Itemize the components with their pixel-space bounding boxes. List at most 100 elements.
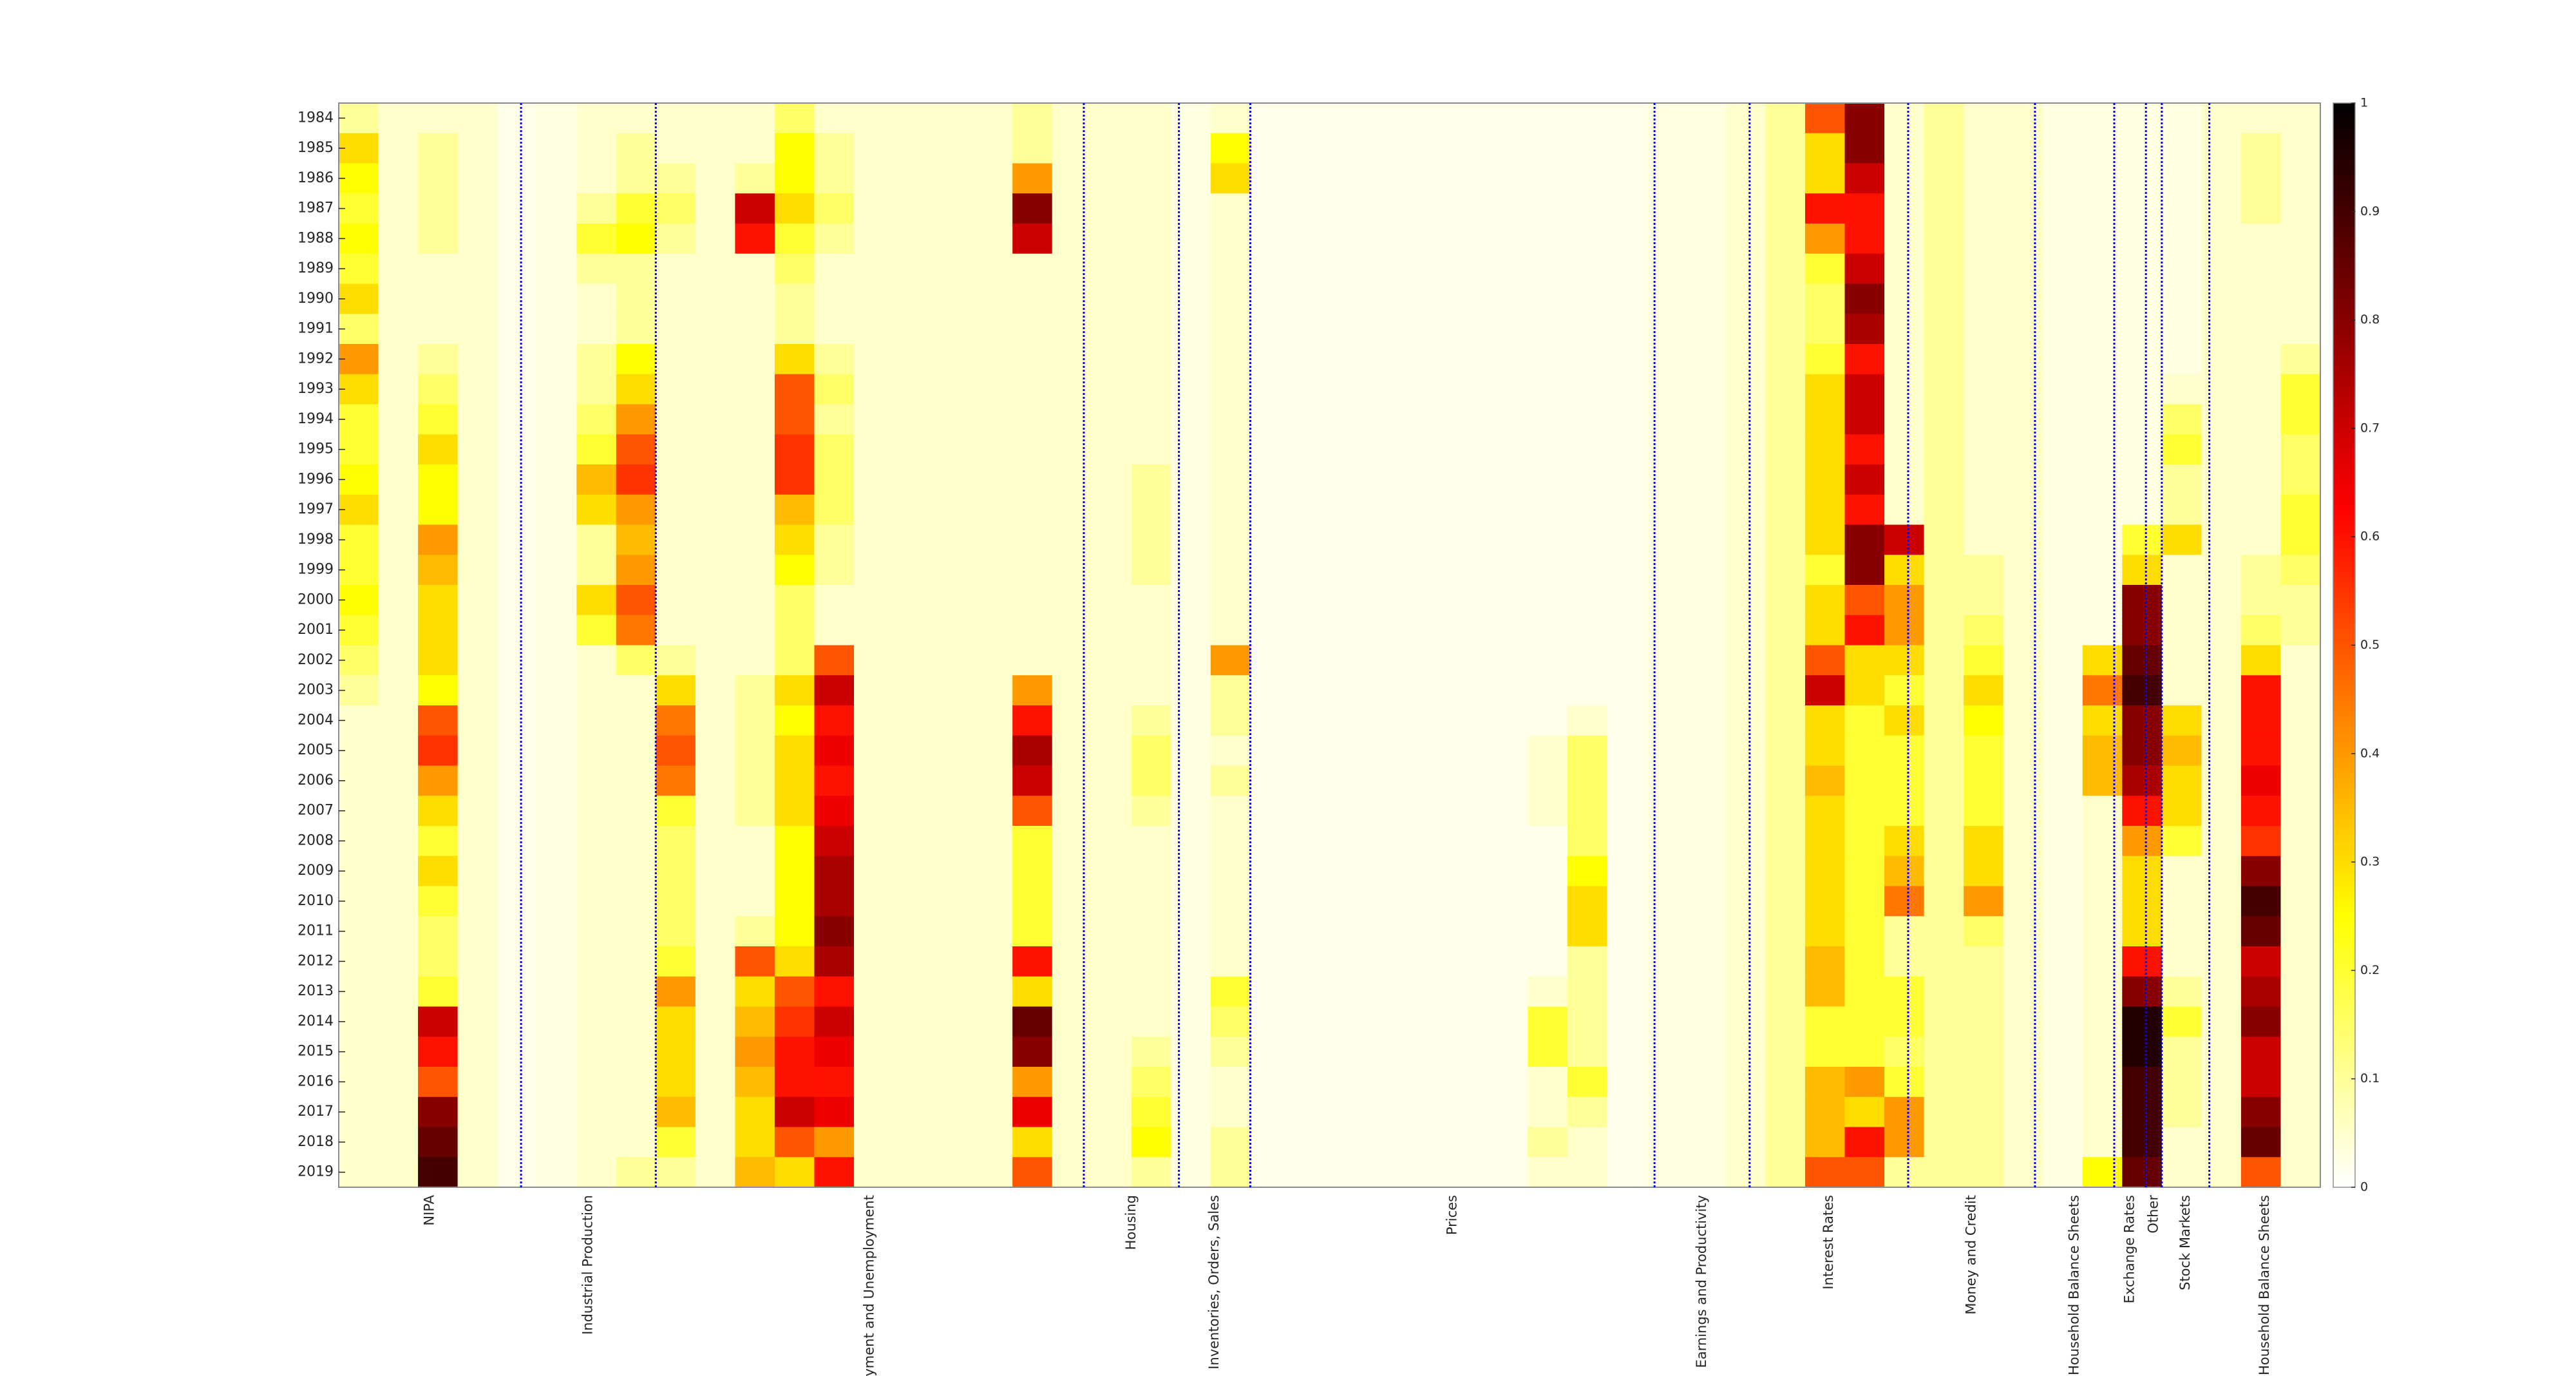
heatmap-cell [1329, 434, 1370, 465]
heatmap-cell [972, 524, 1013, 555]
heatmap-cell [774, 1067, 815, 1098]
heatmap-cell [1131, 946, 1171, 977]
heatmap-cell [1646, 946, 1687, 977]
heatmap-cell [972, 224, 1013, 254]
heatmap-cell [1725, 855, 1766, 886]
heatmap-cell [735, 314, 775, 345]
heatmap-cell [1488, 464, 1528, 495]
heatmap-cell [1171, 976, 1211, 1007]
heatmap-cell [2280, 224, 2320, 254]
heatmap-cell [1052, 344, 1092, 375]
heatmap-cell [1131, 133, 1171, 164]
heatmap-cell [1964, 1067, 2004, 1098]
heatmap-cell [1646, 253, 1687, 284]
heatmap-cell [1964, 103, 2004, 134]
heatmap-cell [1964, 1096, 2004, 1127]
heatmap-cell [2280, 976, 2320, 1007]
heatmap-cell [1964, 1037, 2004, 1067]
heatmap-cell [1844, 434, 1885, 465]
heatmap-cell [1804, 1127, 1846, 1158]
heatmap-cell [2003, 224, 2043, 254]
heatmap-cell [1369, 1096, 1410, 1127]
heatmap-cell [854, 645, 895, 676]
heatmap-cell [735, 434, 775, 465]
heatmap-cell [497, 374, 538, 405]
heatmap-cell [576, 585, 617, 616]
heatmap-cell [1052, 615, 1092, 645]
heatmap-cell [1012, 615, 1053, 645]
heatmap-cell [1804, 1067, 1846, 1098]
heatmap-cell [576, 434, 617, 465]
heatmap-cell [2201, 555, 2242, 586]
heatmap-cell [1012, 886, 1053, 917]
heatmap-cell [1844, 163, 1885, 194]
heatmap-cell [774, 344, 815, 375]
heatmap-cell [972, 585, 1013, 616]
heatmap-cell [2122, 253, 2163, 284]
heatmap-cell [1686, 555, 1727, 586]
heatmap-cell [2240, 855, 2281, 886]
heatmap-cell [2122, 344, 2163, 375]
heatmap-cell [893, 524, 934, 555]
heatmap-cell [536, 163, 577, 194]
heatmap-cell [1765, 253, 1806, 284]
heatmap-cell [1250, 253, 1291, 284]
heatmap-cell [1884, 283, 1925, 314]
heatmap-cell [2043, 585, 2083, 616]
heatmap-cell [2240, 765, 2281, 796]
heatmap-cell [2122, 735, 2163, 766]
heatmap-cell [616, 796, 656, 827]
heatmap-cell [2082, 1067, 2123, 1098]
heatmap-cell [1012, 555, 1053, 586]
heatmap-cell [418, 1157, 459, 1187]
heatmap-cell [1646, 1067, 1687, 1098]
heatmap-cell [933, 1096, 974, 1127]
heatmap-cell [695, 675, 735, 706]
heatmap-cell [1686, 374, 1727, 405]
heatmap-cell [1012, 103, 1053, 134]
heatmap-cell [1092, 765, 1132, 796]
heatmap-cell [1725, 314, 1766, 345]
heatmap-cell [1448, 765, 1489, 796]
heatmap-cell [1171, 1037, 1211, 1067]
heatmap-cell [1884, 103, 1925, 134]
heatmap-cell [1408, 946, 1449, 977]
heatmap-cell [2122, 615, 2163, 645]
heatmap-cell [2201, 1067, 2242, 1098]
heatmap-cell [1924, 1157, 1964, 1187]
heatmap-cell [497, 976, 538, 1007]
heatmap-cell [1408, 705, 1449, 736]
heatmap-cell [1488, 1037, 1528, 1067]
heatmap-cell [1646, 916, 1687, 947]
colorbar-tick-label: 1 [2360, 96, 2368, 110]
heatmap-cell [2082, 675, 2123, 706]
heatmap-cell [1448, 855, 1489, 886]
heatmap-cell [2240, 404, 2281, 435]
heatmap-cell [2122, 374, 2163, 405]
heatmap-cell [695, 1127, 735, 1158]
heatmap-cell [378, 1067, 419, 1098]
heatmap-cell [774, 675, 815, 706]
heatmap-cell [1646, 615, 1687, 645]
heatmap-cell [1765, 1157, 1806, 1187]
heatmap-cell [2240, 163, 2281, 194]
heatmap-cell [1012, 224, 1053, 254]
heatmap-cell [457, 163, 498, 194]
heatmap-cell [1289, 404, 1330, 435]
heatmap-cell [1804, 826, 1846, 857]
heatmap-cell [616, 1157, 656, 1187]
heatmap-cell [854, 555, 895, 586]
heatmap-cell [1052, 283, 1092, 314]
heatmap-cell [2280, 1037, 2320, 1067]
heatmap-cell [1607, 103, 1647, 134]
heatmap-cell [1686, 916, 1727, 947]
heatmap-cell [536, 283, 577, 314]
heatmap-cell [1765, 494, 1806, 525]
heatmap-cell [972, 555, 1013, 586]
heatmap-cell [2161, 1157, 2202, 1187]
y-tick-label: 2005 [298, 742, 334, 758]
heatmap-cell [1329, 615, 1370, 645]
heatmap-cell [457, 855, 498, 886]
heatmap-cell [1092, 735, 1132, 766]
heatmap-cell [1528, 1157, 1568, 1187]
